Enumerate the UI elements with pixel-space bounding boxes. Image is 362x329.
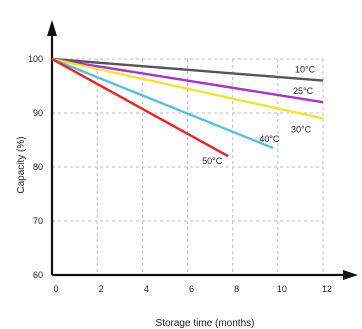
y-tick-label: 70: [33, 216, 43, 226]
x-tick-label: 4: [144, 284, 149, 294]
series-labels: 10°C 25°C 30°C 40°C 50°C: [202, 65, 315, 167]
x-tick-label: 6: [189, 284, 194, 294]
x-tick-label: 0: [53, 284, 58, 294]
y-tick-label: 100: [28, 54, 43, 64]
series-label: 30°C: [291, 124, 312, 134]
series-line-0: [51, 57, 324, 82]
grid: [52, 58, 324, 275]
axes: [47, 20, 358, 280]
series-line-1: [51, 57, 324, 104]
x-tick-label: 2: [99, 284, 104, 294]
series-label: 10°C: [295, 65, 316, 75]
series-line-4: [51, 57, 229, 158]
x-axis-arrow: [343, 270, 358, 280]
x-tick-label: 10: [277, 284, 287, 294]
series-lines: [51, 57, 324, 158]
series-label: 25°C: [293, 86, 314, 96]
series-line-3: [51, 57, 274, 150]
y-axis-arrow: [47, 20, 57, 36]
x-tick-label: 8: [234, 284, 239, 294]
series-label: 50°C: [202, 156, 223, 166]
y-tick-label: 60: [33, 270, 43, 280]
y-tick-label: 80: [33, 162, 43, 172]
y-axis-label: Capacity (%): [16, 136, 27, 193]
series-line-2: [51, 57, 324, 120]
y-tick-label: 90: [33, 108, 43, 118]
tick-labels: 60 70 80 90 100 0 2 4 6 8 10 12: [28, 54, 332, 294]
x-axis-label: Storage time (months): [156, 318, 255, 329]
series-label: 40°C: [259, 134, 280, 144]
x-tick-label: 12: [322, 284, 332, 294]
